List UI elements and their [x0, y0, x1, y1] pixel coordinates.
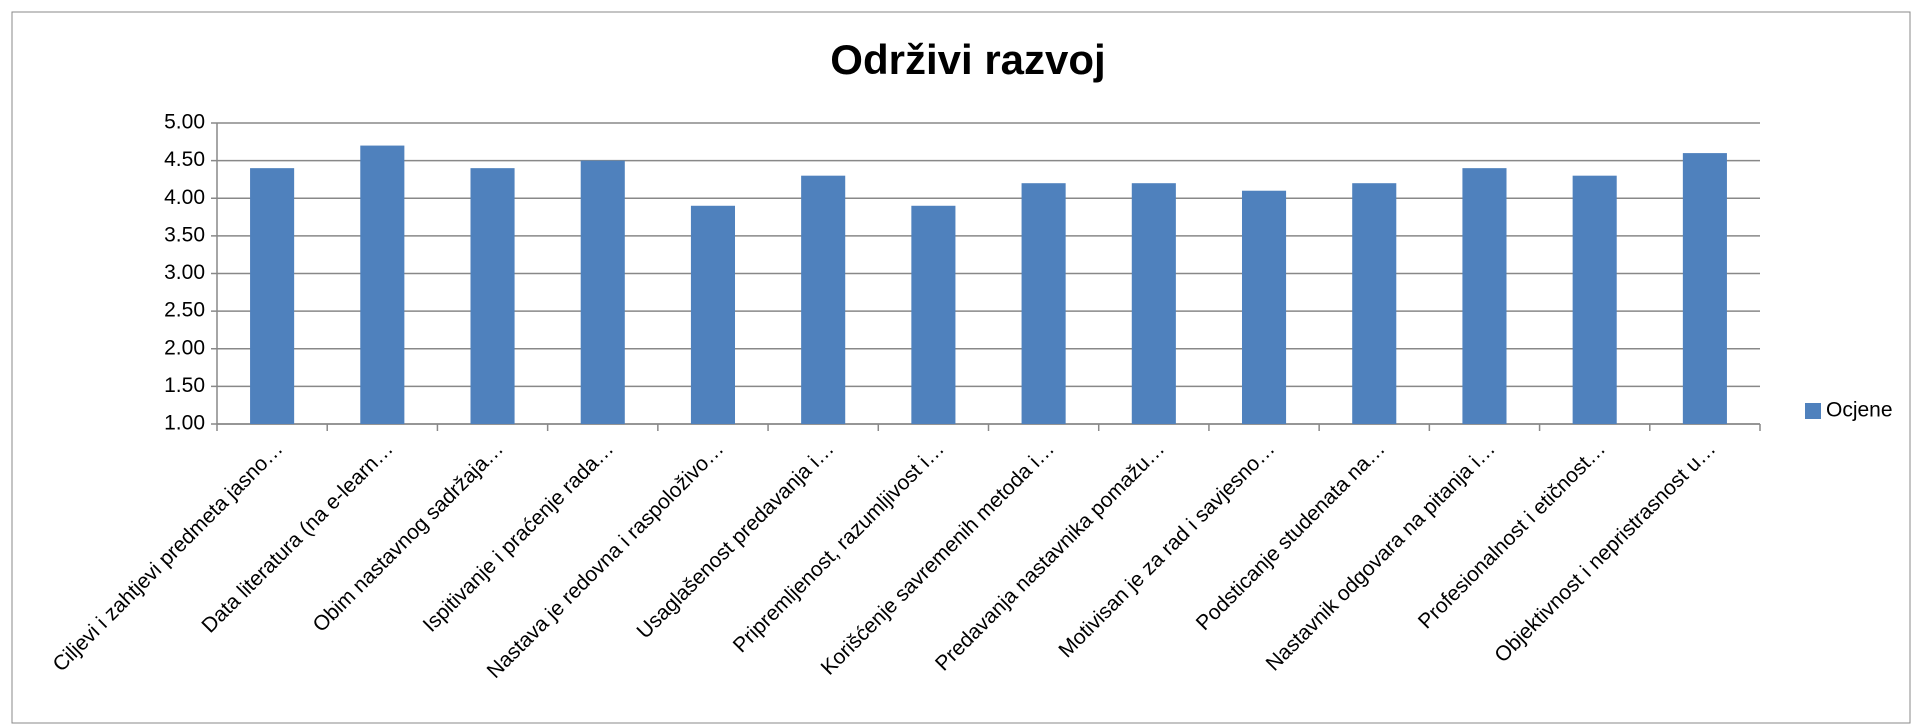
bar: [1021, 183, 1066, 424]
bar: [1241, 190, 1287, 424]
bar: [801, 175, 846, 424]
y-tick-label: 4.50: [164, 148, 205, 171]
bar: [250, 168, 295, 424]
bar: [1131, 183, 1176, 424]
y-tick-label: 2.00: [164, 336, 205, 359]
bar: [1682, 153, 1727, 424]
legend-label: Ocjene: [1826, 399, 1893, 422]
bar: [580, 160, 625, 424]
y-tick-label: 1.50: [164, 374, 205, 397]
y-tick-label: 1.00: [164, 412, 205, 435]
bar: [1352, 183, 1397, 424]
y-tick-label: 2.50: [164, 299, 205, 322]
legend-swatch: [1805, 403, 1821, 419]
bar: [1572, 175, 1617, 424]
chart-title: Održivi razvoj: [830, 36, 1105, 83]
bar: [360, 145, 405, 424]
y-tick-label: 3.50: [164, 223, 205, 246]
y-tick-label: 5.00: [164, 111, 205, 134]
bar: [911, 205, 956, 424]
y-tick-label: 4.00: [164, 186, 205, 209]
chart-frame: [11, 11, 1911, 724]
y-tick-label: 3.00: [164, 261, 205, 284]
bar: [690, 205, 736, 424]
bar: [470, 168, 515, 424]
bar: [1462, 168, 1507, 424]
